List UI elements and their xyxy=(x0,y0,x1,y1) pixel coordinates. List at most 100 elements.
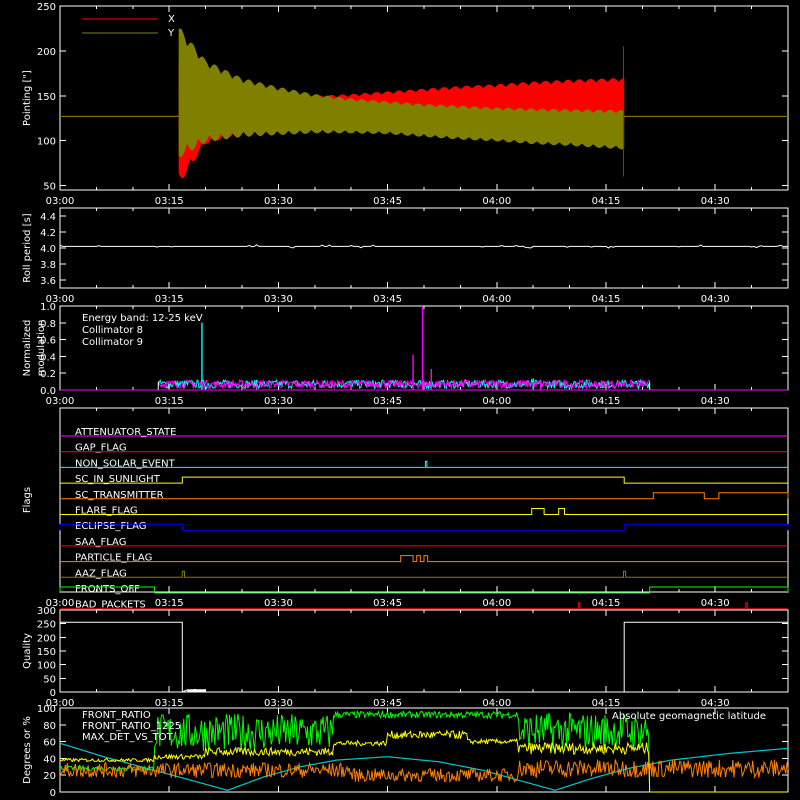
flag-label: PARTICLE_FLAG xyxy=(75,553,152,564)
modulation-xtick-label: 03:00 xyxy=(46,396,75,407)
flags-xtick-label: 04:30 xyxy=(701,598,730,609)
flag-trace xyxy=(60,508,788,515)
roll_period-xtick-label: 03:15 xyxy=(155,294,184,305)
modulation-xtick-label: 04:30 xyxy=(701,396,730,407)
quality-xtick-label: 04:30 xyxy=(701,698,730,709)
ratios-ylabel: Degrees or % xyxy=(22,716,33,784)
pointing-xtick-label: 03:15 xyxy=(155,196,184,207)
pointing-xtick-label: 03:00 xyxy=(46,196,75,207)
modulation-ytick-label: 0.8 xyxy=(40,319,56,330)
flag-label: FLARE_FLAG xyxy=(75,506,138,517)
quality-xtick-label: 04:15 xyxy=(592,698,621,709)
ratios-legend-label: Absolute geomagnetic latitude xyxy=(612,711,766,722)
flag-trace xyxy=(59,586,789,594)
ratios-ytick-label: 20 xyxy=(43,771,56,782)
roll_period-xtick-label: 03:45 xyxy=(373,294,402,305)
roll_period-ytick-label: 3.6 xyxy=(40,276,56,287)
modulation-ytick-label: 0.6 xyxy=(40,336,56,347)
flag-trace xyxy=(60,602,788,610)
pointing-xtick-label: 04:00 xyxy=(482,196,511,207)
roll_period-ylabel: Roll period [s] xyxy=(22,213,33,282)
quality-ytick-label: 250 xyxy=(37,620,56,631)
ratios-ytick-label: 100 xyxy=(37,704,56,715)
pointing-ytick-label: 100 xyxy=(37,137,56,148)
pointing-envelope-Y xyxy=(178,28,625,158)
pointing-ytick-label: 50 xyxy=(43,182,56,193)
flag-label: AAZ_FLAG xyxy=(75,568,127,579)
modulation-legend-label: Collimator 9 xyxy=(82,337,143,348)
roll_period-xtick-label: 04:30 xyxy=(701,294,730,305)
flags-ylabel: Flags xyxy=(22,487,33,513)
ratios-geolat-line xyxy=(59,742,789,791)
pointing-xtick-label: 03:30 xyxy=(264,196,293,207)
roll_period-ytick-label: 4.4 xyxy=(40,212,56,223)
flag-label: SC_TRANSMITTER xyxy=(75,490,164,501)
quality-xtick-label: 03:15 xyxy=(155,698,184,709)
roll_period-xtick-label: 04:00 xyxy=(482,294,511,305)
flag-trace xyxy=(60,570,788,578)
quality-xtick-label: 03:00 xyxy=(46,698,75,709)
roll_period-xtick-label: 04:15 xyxy=(592,294,621,305)
flag-trace xyxy=(59,523,789,531)
flags-xtick-label: 03:45 xyxy=(373,598,402,609)
ratios-ytick-label: 40 xyxy=(43,754,56,765)
roll_period-ytick-label: 4.2 xyxy=(40,228,56,239)
flag-label: FRONTS_OFF xyxy=(75,584,140,595)
flag-label: SAA_FLAG xyxy=(75,537,126,548)
quality-xtick-label: 03:30 xyxy=(264,698,293,709)
pointing-ytick-label: 200 xyxy=(37,47,56,58)
quality-ytick-label: 200 xyxy=(37,633,56,644)
pointing-xtick-label: 04:30 xyxy=(701,196,730,207)
flag-trace xyxy=(60,492,789,500)
modulation-ytick-label: 0.0 xyxy=(40,386,56,397)
ratios-legend-label: FRONT_RATIO xyxy=(82,710,151,721)
modulation-ytick-label: 0.4 xyxy=(40,352,56,363)
modulation-trace-1 xyxy=(158,378,651,390)
modulation-ytick-label: 0.2 xyxy=(40,369,56,380)
flag-label: BAD_PACKETS xyxy=(75,600,146,611)
pointing-legend-label: Y xyxy=(167,28,175,39)
ratios-legend-label: FRONT_RATIO_1225 xyxy=(82,721,181,732)
ratios-front-line xyxy=(59,729,788,793)
modulation-xtick-label: 03:15 xyxy=(155,396,184,407)
flag-trace xyxy=(60,555,788,563)
flags-xtick-label: 03:30 xyxy=(264,598,293,609)
roll_period-xtick-label: 03:00 xyxy=(46,294,75,305)
ratios-ytick-label: 80 xyxy=(43,721,56,732)
modulation-xtick-label: 04:15 xyxy=(592,396,621,407)
flags-xtick-label: 03:15 xyxy=(155,598,184,609)
flag-label: SC_IN_SUNLIGHT xyxy=(75,474,161,485)
quality-blip xyxy=(187,689,206,692)
ratios-ytick-label: 60 xyxy=(43,738,56,749)
modulation-annotation: Energy band: 12-25 keV xyxy=(82,313,203,324)
roll_period-frame xyxy=(59,207,789,289)
modulation-legend-label: Collimator 8 xyxy=(82,325,143,336)
ratios-legend-label: MAX_DET_VS_TOT xyxy=(82,732,174,743)
quality-ytick-label: 50 xyxy=(43,674,56,685)
flags-xtick-label: 04:00 xyxy=(482,598,511,609)
quality-ytick-label: 150 xyxy=(37,647,56,658)
quality-line xyxy=(60,621,788,693)
modulation-ylabel-2: modulation xyxy=(36,320,47,377)
flag-label: NON_SOLAR_EVENT xyxy=(75,458,176,469)
quality-ylabel: Quality xyxy=(22,633,33,669)
modulation-ytick-label: 1.0 xyxy=(40,302,56,313)
quality-xtick-label: 04:00 xyxy=(482,698,511,709)
quality-ytick-label: 100 xyxy=(37,661,56,672)
modulation-xtick-label: 03:45 xyxy=(373,396,402,407)
roll_period-ytick-label: 3.8 xyxy=(40,260,56,271)
quality-xtick-label: 03:45 xyxy=(373,698,402,709)
pointing-ytick-label: 250 xyxy=(37,2,56,13)
modulation-xtick-label: 04:00 xyxy=(482,396,511,407)
pointing-ylabel: Pointing ["] xyxy=(22,70,33,126)
quality-ytick-label: 0 xyxy=(50,688,56,699)
flags-xtick-label: 04:15 xyxy=(592,598,621,609)
flag-trace xyxy=(60,476,788,484)
modulation-ylabel: Normalized xyxy=(22,320,33,377)
flag-label: GAP_FLAG xyxy=(75,443,127,454)
ratios-ytick-label: 0 xyxy=(50,788,56,799)
ratios-frame xyxy=(59,707,789,793)
flag-label: ATTENUATOR_STATE xyxy=(75,427,176,438)
ratios-maxdet-line xyxy=(59,759,789,783)
